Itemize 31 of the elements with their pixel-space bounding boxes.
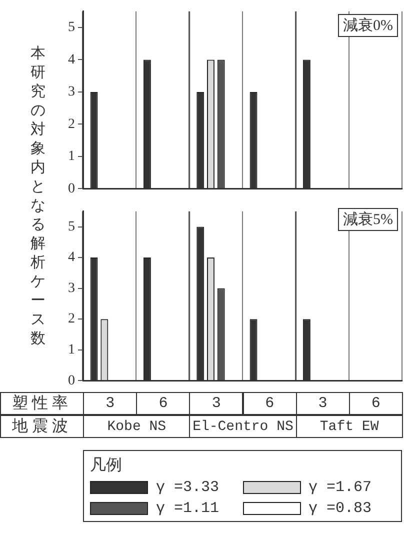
y-tick-label: 3	[68, 280, 75, 296]
legend-label: γ =1.11	[156, 500, 220, 517]
chart-title: 減衰0%	[338, 14, 398, 37]
y-tick-label: 4	[68, 250, 75, 266]
y-tick-label: 0	[68, 181, 75, 196]
legend-label: γ =1.67	[308, 479, 372, 496]
y-tick-label: 0	[68, 373, 75, 388]
x-tick-label: 3	[83, 392, 138, 415]
y-tick-label: 3	[68, 84, 75, 100]
x-tick-label: 3	[189, 392, 244, 415]
y-tick-label: 2	[68, 116, 75, 132]
x-tick-label: 6	[136, 392, 190, 415]
chart-title: 減衰5%	[338, 208, 398, 231]
text: Kobe NS	[83, 415, 190, 438]
text: 塑性率	[0, 392, 84, 415]
text: 地震波	[0, 415, 84, 438]
y-tick-label: 2	[68, 312, 75, 327]
legend-label: γ =0.83	[308, 500, 372, 517]
y-tick-label: 5	[68, 219, 75, 234]
x-tick-label: 6	[242, 392, 297, 415]
y-tick-label: 4	[68, 52, 75, 68]
y-tick-label: 5	[68, 20, 75, 36]
legend-title: 凡例	[90, 456, 123, 476]
text: 本研究の対象内となる解析ケース数	[30, 46, 46, 347]
y-tick-label: 1	[68, 149, 75, 164]
legend-label: γ =3.33	[156, 479, 220, 496]
x-tick-label: 3	[296, 392, 350, 415]
x-tick-label: 6	[348, 392, 403, 415]
text: Taft EW	[296, 415, 403, 438]
text: El-Centro NS	[189, 415, 297, 438]
y-tick-label: 1	[68, 342, 75, 358]
